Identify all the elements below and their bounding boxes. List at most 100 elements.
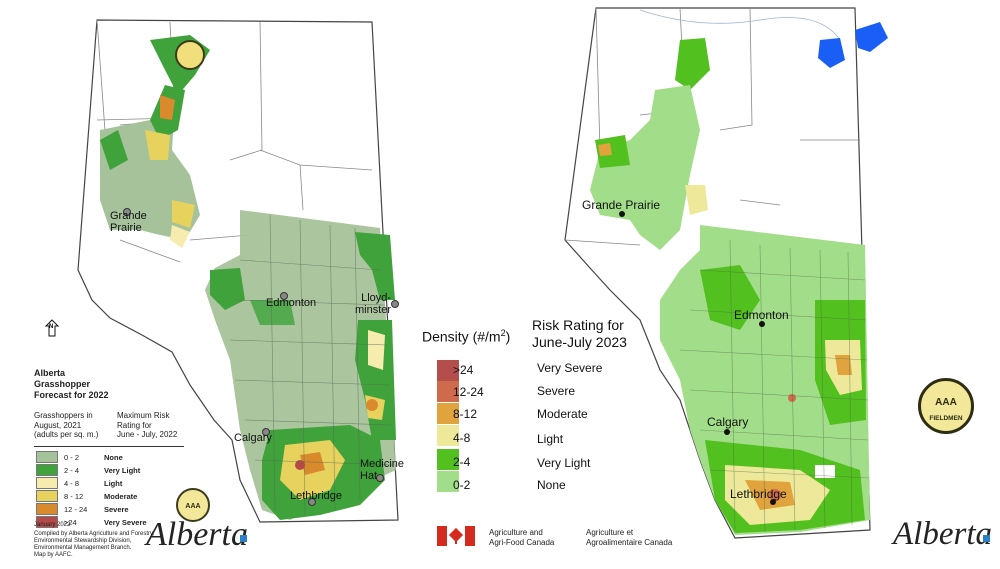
- legend-range: 8 - 12: [64, 491, 84, 501]
- risk-rating-label: Severe: [537, 384, 576, 398]
- aafc-fr-line: Agroalimentaire Canada: [586, 538, 673, 547]
- left-city-calgary: Calgary: [234, 432, 272, 444]
- left-legend-row: 12 - 24 Severe: [36, 502, 129, 516]
- left-legend-title-line: Forecast for 2022: [34, 390, 109, 400]
- left-city-medicine-hat: Medicine Hat: [360, 458, 405, 482]
- left-legend-row: >24 Very Severe: [36, 515, 147, 529]
- credit-line: Compiled by Alberta Agriculture and Fore…: [34, 531, 155, 537]
- density-swatch: [437, 449, 459, 470]
- right-city-grande-prairie: Grande Prairie: [582, 198, 661, 212]
- left-city-grande-prairie: Grande Prairie: [110, 210, 147, 234]
- density-swatch: [437, 403, 459, 424]
- legend-range: 4 - 8: [64, 478, 80, 488]
- left-legend-credits: Compiled by Alberta Agriculture and Fore…: [34, 531, 154, 559]
- risk-title-line: June-July 2023: [532, 334, 627, 350]
- left-legend-col1-header: Grasshoppers in August, 2021 (adults per…: [34, 411, 98, 440]
- density-value: 4-8: [453, 431, 471, 445]
- badge-bottom-text: FIELDMEN: [929, 415, 963, 422]
- left-legend-row: 2 - 4 Very Light: [36, 463, 140, 477]
- left-legend-date: January 2022: [34, 522, 71, 528]
- aafc-en-line: Agriculture and: [489, 528, 543, 537]
- col2-header-line: Maximum Risk: [117, 411, 170, 420]
- left-gp-marker: [123, 208, 131, 216]
- risk-rating-label: None: [537, 478, 566, 492]
- legend-swatch: [36, 464, 58, 476]
- right-city-edmonton: Edmonton: [734, 308, 789, 322]
- right-map-risk-areas: [590, 22, 888, 535]
- legend-swatch: [36, 516, 58, 528]
- risk-rating-label: Very Severe: [537, 361, 603, 375]
- aafc-french: Agriculture et Agroalimentaire Canada: [586, 528, 672, 548]
- left-legend-title: Alberta Grasshopper Forecast for 2022: [34, 368, 109, 401]
- right-gp-marker: [619, 211, 625, 217]
- legend-swatch: [36, 451, 58, 463]
- left-top-badge: [175, 40, 205, 70]
- north-arrow-icon: [44, 319, 60, 337]
- left-lloydminster-marker: [391, 300, 399, 308]
- right-calgary-marker: [724, 429, 730, 435]
- left-legend-title-line: Alberta: [34, 368, 66, 378]
- legend-range: 2 - 4: [64, 465, 80, 475]
- density-title-close: ): [505, 328, 511, 345]
- left-city-lethbridge: Lethbridge: [290, 490, 342, 502]
- legend-rating: Very Light: [104, 465, 141, 475]
- alberta-logo-left-mark: [240, 535, 247, 542]
- density-title-main: Density (#/m: [422, 328, 501, 345]
- legend-swatch: [36, 490, 58, 502]
- left-legend-col2-header: Maximum Risk Rating for June - July, 202…: [117, 411, 177, 440]
- density-value: 0-2: [453, 478, 471, 492]
- col1-header-line: Grasshoppers in: [34, 411, 93, 420]
- right-city-lethbridge: Lethbridge: [730, 487, 787, 501]
- col1-header-line: August, 2021: [34, 420, 82, 430]
- risk-rating-label: Light: [537, 432, 564, 446]
- left-legend-row: 0 - 2 None: [36, 450, 123, 464]
- canada-flag-icon: [437, 526, 475, 546]
- legend-rating: Moderate: [104, 491, 138, 501]
- left-map-risk-areas: [100, 35, 396, 520]
- left-aaa-badge-text: AAA: [185, 503, 201, 510]
- left-city-edmonton: Edmonton: [266, 297, 317, 309]
- aafc-english: Agriculture and Agri-Food Canada: [489, 528, 554, 548]
- legend-range: 0 - 2: [64, 452, 80, 462]
- risk-legend-title: Risk Rating for June-July 2023: [532, 317, 627, 351]
- alberta-logo-right: Alberta: [893, 516, 992, 552]
- right-edmonton-marker: [759, 321, 765, 327]
- left-calgary-marker: [262, 428, 270, 436]
- aafc-en-line: Agri-Food Canada: [489, 538, 555, 547]
- risk-rating-label: Very Light: [537, 456, 591, 470]
- density-swatch: [437, 381, 459, 402]
- density-swatch: [437, 425, 459, 446]
- legend-rating: Very Severe: [104, 517, 147, 527]
- legend-swatch: [36, 477, 58, 489]
- density-value: 8-12: [453, 407, 478, 421]
- risk-title-line: Risk Rating for: [532, 317, 624, 333]
- alberta-logo-left: Alberta: [146, 516, 248, 553]
- legend-rating: Light: [104, 478, 123, 488]
- credit-line: Environmental Management Branch.: [34, 545, 132, 551]
- left-aaa-badge: AAA: [176, 488, 210, 522]
- legend-rating: Severe: [104, 504, 129, 514]
- col2-header-line: Rating for: [117, 420, 152, 430]
- density-value: 2-4: [453, 455, 471, 469]
- right-map-county-lines: [679, 239, 870, 533]
- col1-header-line: (adults per sq. m.): [34, 430, 99, 439]
- aaa-fieldmen-badge: AAA FIELDMEN: [918, 378, 974, 434]
- alberta-logo-right-mark: [983, 535, 990, 542]
- legend-range: >24: [64, 517, 77, 527]
- density-title-sup: 2: [500, 328, 506, 338]
- left-legend-divider: [34, 446, 184, 447]
- left-medicine-hat-marker: [376, 474, 384, 482]
- left-legend-row: 4 - 8 Light: [36, 476, 122, 490]
- left-city-lloydminster: Lloyd- minster: [355, 292, 392, 316]
- risk-rating-label: Moderate: [537, 407, 588, 421]
- right-city-calgary: Calgary: [707, 415, 749, 429]
- density-swatch: [437, 471, 459, 492]
- legend-rating: None: [104, 452, 123, 462]
- left-legend-row: 8 - 12 Moderate: [36, 489, 137, 503]
- badge-top-text: AAA: [935, 397, 957, 408]
- density-value: >24: [453, 363, 474, 377]
- density-swatch: [437, 360, 459, 381]
- left-lethbridge-marker: [308, 498, 316, 506]
- legend-range: 12 - 24: [64, 504, 88, 514]
